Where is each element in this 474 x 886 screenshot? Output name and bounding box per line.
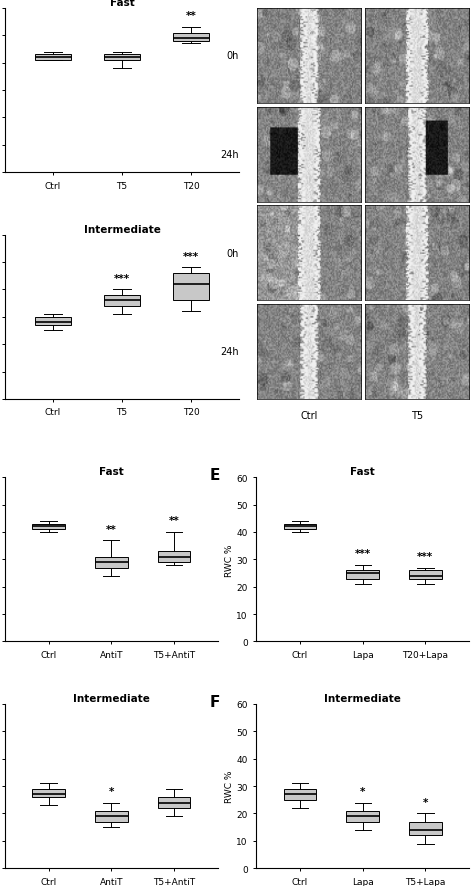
Text: **: ** [169, 516, 179, 525]
Text: E: E [210, 468, 219, 483]
PathPatch shape [346, 811, 379, 822]
PathPatch shape [284, 789, 316, 800]
Text: ***: *** [114, 274, 130, 284]
PathPatch shape [158, 551, 190, 563]
PathPatch shape [95, 557, 128, 568]
Title: Fast: Fast [109, 0, 134, 8]
PathPatch shape [284, 525, 316, 530]
PathPatch shape [32, 525, 65, 530]
Title: Fast: Fast [350, 467, 375, 477]
PathPatch shape [409, 571, 442, 579]
Text: **: ** [186, 12, 196, 21]
PathPatch shape [158, 797, 190, 808]
PathPatch shape [173, 34, 209, 42]
PathPatch shape [104, 296, 140, 307]
PathPatch shape [32, 789, 65, 797]
Title: Intermediate: Intermediate [73, 694, 150, 703]
Text: 24h: 24h [220, 347, 238, 357]
Text: **: ** [106, 524, 117, 534]
Text: T5: T5 [411, 411, 423, 421]
PathPatch shape [35, 55, 71, 61]
Text: *: * [109, 786, 114, 796]
PathPatch shape [409, 822, 442, 835]
Y-axis label: RWC %: RWC % [225, 543, 234, 576]
PathPatch shape [173, 274, 209, 301]
PathPatch shape [35, 317, 71, 326]
PathPatch shape [346, 571, 379, 579]
Text: F: F [210, 695, 219, 710]
PathPatch shape [104, 55, 140, 61]
Text: Ctrl: Ctrl [301, 411, 318, 421]
Y-axis label: RWC %: RWC % [225, 770, 234, 803]
Title: Intermediate: Intermediate [324, 694, 401, 703]
Text: ***: *** [183, 252, 199, 261]
Text: *: * [423, 797, 428, 807]
Text: ***: *** [355, 548, 371, 558]
Text: 0h: 0h [226, 51, 238, 61]
Title: Fast: Fast [99, 467, 124, 477]
Text: ***: *** [417, 551, 433, 562]
Text: 24h: 24h [220, 150, 238, 159]
PathPatch shape [95, 811, 128, 822]
Title: Intermediate: Intermediate [83, 225, 160, 235]
Text: 0h: 0h [226, 248, 238, 259]
Text: *: * [360, 786, 365, 796]
